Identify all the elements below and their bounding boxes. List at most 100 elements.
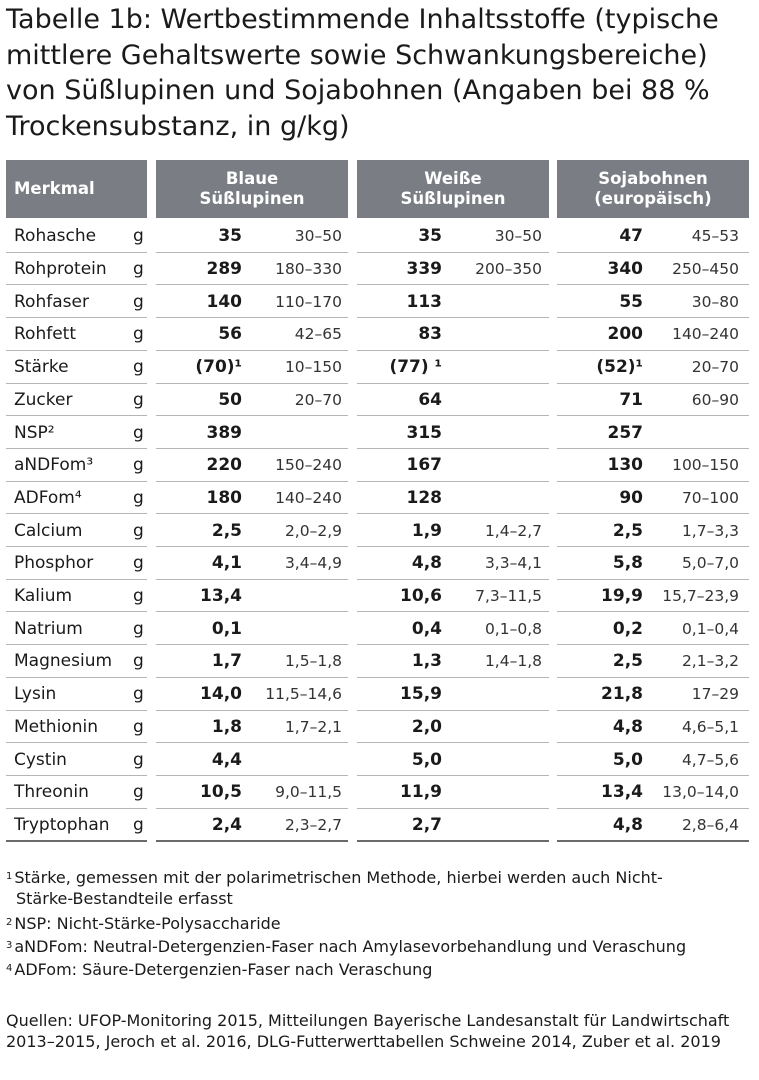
cell-r2: 30–50 bbox=[494, 227, 542, 246]
header-weisse-suesslupinen: Weiße Süßlupinen bbox=[357, 160, 549, 218]
row-divider bbox=[557, 382, 749, 384]
cell-v3: 21,8 bbox=[601, 684, 643, 705]
cell-r1: 3,4–4,9 bbox=[284, 554, 342, 573]
cell-name: Natrium bbox=[14, 618, 83, 639]
cell-v3: 0,2 bbox=[612, 618, 643, 639]
cell-unit: g bbox=[133, 651, 144, 672]
row-divider bbox=[6, 415, 147, 417]
cell-name: Magnesium bbox=[14, 651, 113, 672]
row-divider bbox=[357, 840, 549, 842]
cell-v1: 0,1 bbox=[211, 618, 242, 639]
footnote-2: 2 NSP: Nicht-Stärke-Polysaccharide bbox=[6, 914, 281, 935]
row-divider bbox=[156, 447, 348, 449]
footnote-1: 1 Stärke, gemessen mit der polarimetrisch… bbox=[6, 868, 663, 909]
cell-unit: g bbox=[133, 814, 144, 835]
footnote-3-text: aNDFom: Neutral-Detergenzien-Faser nach … bbox=[14, 937, 687, 956]
cell-name: Rohasche bbox=[14, 226, 97, 247]
row-divider bbox=[156, 382, 348, 384]
row-divider bbox=[6, 807, 147, 809]
footnote-4: 4 ADFom: Säure-Detergenzien-Faser nach Ve… bbox=[6, 960, 432, 981]
cell-name: ADFom⁴ bbox=[14, 487, 82, 508]
row-divider bbox=[357, 774, 549, 776]
row-divider bbox=[6, 774, 147, 776]
cell-name: Tryptophan bbox=[14, 814, 110, 835]
row-divider bbox=[557, 546, 749, 547]
cell-unit: g bbox=[133, 291, 144, 312]
row-divider bbox=[6, 709, 147, 711]
cell-unit: g bbox=[133, 259, 144, 280]
header-col1-line1: Blaue bbox=[225, 169, 279, 188]
row-divider bbox=[357, 251, 549, 253]
cell-v1: 289 bbox=[206, 259, 243, 280]
cell-r2: 3,3–4,1 bbox=[484, 554, 542, 573]
row-divider bbox=[357, 742, 549, 744]
cell-r3: 2,8–6,4 bbox=[681, 815, 739, 834]
cell-r3: 4,6–5,1 bbox=[681, 717, 739, 736]
cell-v2: 2,7 bbox=[411, 814, 442, 835]
row-divider bbox=[357, 349, 549, 351]
row-divider bbox=[557, 676, 749, 678]
table-row: Zucker g 50 20–70 64 71 60–90 bbox=[0, 384, 759, 417]
cell-r2: 1,4–1,8 bbox=[484, 652, 542, 671]
row-divider bbox=[6, 317, 147, 319]
cell-unit: g bbox=[133, 520, 144, 541]
row-divider bbox=[156, 840, 348, 842]
cell-v1: 1,8 bbox=[211, 716, 242, 737]
cell-unit: g bbox=[133, 324, 144, 345]
cell-r1: 11,5–14,6 bbox=[265, 685, 342, 704]
cell-unit: g bbox=[133, 487, 144, 508]
table-row: Calcium g 2,5 2,0–2,9 1,9 1,4–2,7 2,5 1,7–3,3 bbox=[0, 514, 759, 547]
table-row: Stärke g (70)¹ 10–150 (77) ¹ (52)¹ 20–70 bbox=[0, 351, 759, 384]
row-divider bbox=[6, 284, 147, 286]
row-divider bbox=[557, 251, 749, 253]
table-row: Cystin g 4,4 5,0 5,0 4,7–5,6 bbox=[0, 743, 759, 776]
cell-name: Lysin bbox=[14, 684, 57, 705]
cell-v3: 13,4 bbox=[601, 782, 643, 803]
cell-r1: 42–65 bbox=[294, 325, 342, 344]
cell-name: Rohfett bbox=[14, 324, 76, 345]
cell-r3: 4,7–5,6 bbox=[681, 750, 739, 769]
row-divider bbox=[357, 480, 549, 482]
table-row: Rohfett g 56 42–65 83 200 140–240 bbox=[0, 318, 759, 351]
row-divider bbox=[6, 644, 147, 646]
cell-r1: 150–240 bbox=[275, 456, 342, 475]
cell-v3: 340 bbox=[607, 259, 644, 280]
row-divider bbox=[557, 611, 749, 613]
cell-r3: 5,0–7,0 bbox=[681, 554, 739, 573]
cell-name: Rohprotein bbox=[14, 259, 107, 280]
footnote-3: 3 aNDFom: Neutral-Detergenzien-Faser nach… bbox=[6, 937, 686, 958]
cell-v3: 200 bbox=[607, 324, 644, 345]
row-divider bbox=[357, 317, 549, 319]
cell-v1: 1,7 bbox=[211, 651, 242, 672]
row-divider bbox=[357, 284, 549, 286]
row-divider bbox=[6, 611, 147, 613]
cell-unit: g bbox=[133, 553, 144, 574]
cell-r2: 0,1–0,8 bbox=[484, 619, 542, 638]
cell-v2: 167 bbox=[406, 455, 443, 476]
cell-r3: 2,1–3,2 bbox=[681, 652, 739, 671]
cell-r3: 20–70 bbox=[691, 358, 739, 377]
cell-v2: 64 bbox=[418, 389, 442, 410]
row-divider bbox=[357, 807, 549, 809]
row-divider bbox=[6, 251, 147, 253]
cell-r1: 180–330 bbox=[275, 260, 342, 279]
cell-v2: 1,3 bbox=[411, 651, 442, 672]
row-divider bbox=[156, 317, 348, 319]
cell-v1: 140 bbox=[206, 291, 243, 312]
cell-v3: 257 bbox=[607, 422, 644, 443]
cell-r3: 17–29 bbox=[691, 685, 739, 704]
cell-v2: 4,8 bbox=[411, 553, 442, 574]
cell-r3: 45–53 bbox=[691, 227, 739, 246]
cell-v3: 71 bbox=[619, 389, 643, 410]
cell-unit: g bbox=[133, 389, 144, 410]
cell-v2: 113 bbox=[406, 291, 443, 312]
row-divider bbox=[557, 807, 749, 809]
cell-r1: 30–50 bbox=[294, 227, 342, 246]
row-divider bbox=[357, 611, 549, 613]
cell-v1: 4,1 bbox=[211, 553, 242, 574]
row-divider bbox=[357, 447, 549, 449]
row-divider bbox=[6, 578, 147, 580]
cell-name: Cystin bbox=[14, 749, 67, 770]
cell-v3: 5,0 bbox=[612, 749, 643, 770]
cell-v1: 35 bbox=[218, 226, 242, 247]
